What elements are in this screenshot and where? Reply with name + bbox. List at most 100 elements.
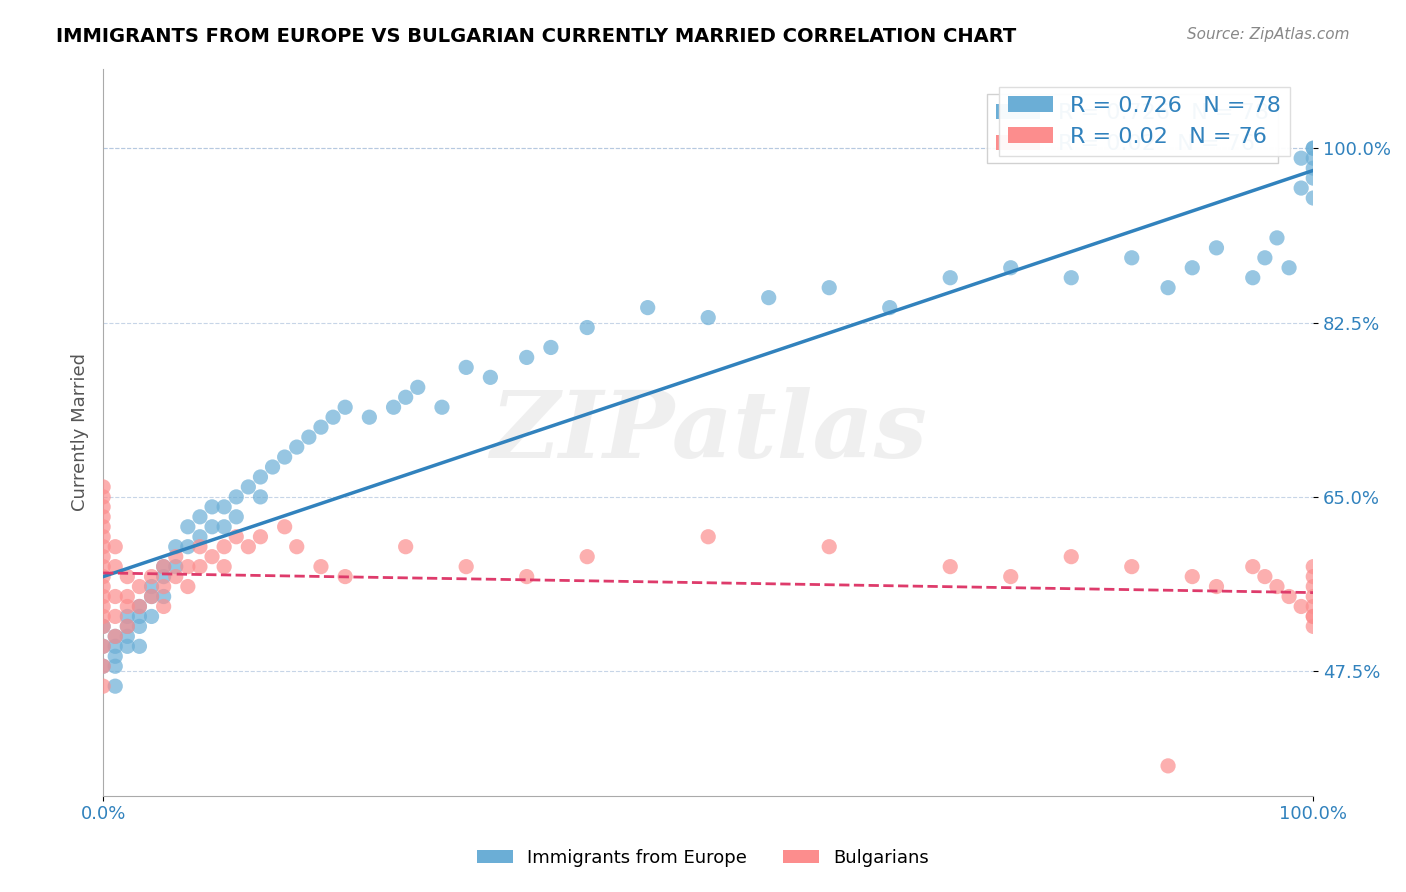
Point — [262, 460, 284, 475]
Point — [516, 351, 538, 365]
Point — [141, 569, 163, 583]
Text: ZIPatlas: ZIPatlas — [489, 387, 927, 477]
Point — [177, 540, 200, 554]
Point — [285, 540, 308, 554]
Point — [697, 310, 720, 325]
Point — [91, 569, 114, 583]
Point — [1278, 590, 1301, 604]
Point — [91, 480, 114, 494]
Point — [576, 320, 599, 334]
Point — [104, 649, 127, 664]
Point — [1302, 609, 1324, 624]
Point — [128, 619, 150, 633]
Point — [697, 530, 720, 544]
Point — [1278, 260, 1301, 275]
Point — [238, 480, 260, 494]
Point — [152, 559, 174, 574]
Point — [1241, 559, 1264, 574]
Point — [104, 609, 127, 624]
Point — [91, 659, 114, 673]
Point — [1302, 580, 1324, 594]
Point — [91, 609, 114, 624]
Point — [117, 629, 139, 643]
Point — [177, 559, 200, 574]
Point — [818, 281, 841, 295]
Point — [141, 580, 163, 594]
Point — [1302, 191, 1324, 205]
Point — [91, 619, 114, 633]
Point — [1302, 559, 1324, 574]
Point — [1060, 270, 1083, 285]
Point — [91, 599, 114, 614]
Point — [1302, 569, 1324, 583]
Point — [91, 490, 114, 504]
Point — [1000, 569, 1022, 583]
Point — [1302, 590, 1324, 604]
Point — [188, 540, 211, 554]
Point — [104, 629, 127, 643]
Point — [91, 500, 114, 514]
Point — [309, 559, 332, 574]
Point — [201, 500, 224, 514]
Point — [152, 580, 174, 594]
Point — [1254, 251, 1277, 265]
Point — [1121, 559, 1143, 574]
Point — [395, 540, 418, 554]
Point — [91, 549, 114, 564]
Point — [177, 580, 200, 594]
Point — [104, 559, 127, 574]
Point — [1121, 251, 1143, 265]
Point — [758, 291, 780, 305]
Point — [128, 609, 150, 624]
Point — [1265, 580, 1288, 594]
Point — [516, 569, 538, 583]
Point — [128, 599, 150, 614]
Point — [1302, 151, 1324, 165]
Point — [479, 370, 502, 384]
Point — [201, 520, 224, 534]
Point — [212, 559, 235, 574]
Point — [1157, 281, 1180, 295]
Point — [382, 401, 405, 415]
Point — [91, 619, 114, 633]
Point — [104, 590, 127, 604]
Point — [249, 490, 271, 504]
Point — [117, 569, 139, 583]
Point — [1289, 151, 1312, 165]
Point — [359, 410, 381, 425]
Point — [141, 609, 163, 624]
Point — [91, 520, 114, 534]
Text: IMMIGRANTS FROM EUROPE VS BULGARIAN CURRENTLY MARRIED CORRELATION CHART: IMMIGRANTS FROM EUROPE VS BULGARIAN CURR… — [56, 27, 1017, 45]
Point — [1205, 241, 1227, 255]
Legend: R = 0.726   N = 78, R = 0.02   N = 76: R = 0.726 N = 78, R = 0.02 N = 76 — [1000, 87, 1291, 156]
Point — [249, 470, 271, 484]
Legend: Immigrants from Europe, Bulgarians: Immigrants from Europe, Bulgarians — [470, 842, 936, 874]
Point — [104, 640, 127, 654]
Point — [128, 640, 150, 654]
Point — [91, 679, 114, 693]
Point — [117, 609, 139, 624]
Point — [576, 549, 599, 564]
Point — [212, 520, 235, 534]
Point — [333, 401, 356, 415]
Point — [117, 599, 139, 614]
Y-axis label: Currently Married: Currently Married — [72, 353, 89, 511]
Point — [117, 619, 139, 633]
Point — [188, 530, 211, 544]
Point — [141, 590, 163, 604]
Point — [1302, 599, 1324, 614]
Point — [1302, 141, 1324, 155]
Point — [322, 410, 344, 425]
Point — [1157, 759, 1180, 773]
Point — [285, 440, 308, 454]
Point — [104, 659, 127, 673]
Point — [225, 509, 247, 524]
Point — [818, 540, 841, 554]
Point — [430, 401, 453, 415]
Point — [104, 679, 127, 693]
Point — [309, 420, 332, 434]
Point — [91, 509, 114, 524]
Point — [91, 590, 114, 604]
Point — [91, 640, 114, 654]
Point — [1181, 569, 1204, 583]
